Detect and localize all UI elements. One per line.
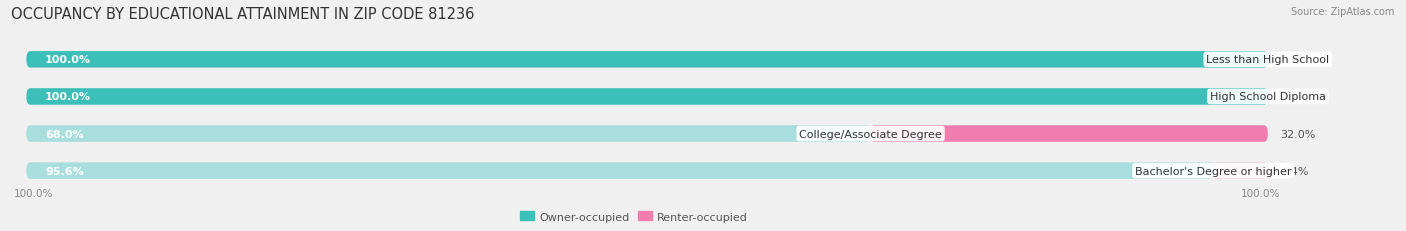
Text: College/Associate Degree: College/Associate Degree	[799, 129, 942, 139]
FancyBboxPatch shape	[27, 89, 1268, 105]
Text: 100.0%: 100.0%	[45, 92, 91, 102]
Text: 4.4%: 4.4%	[1281, 166, 1309, 176]
FancyBboxPatch shape	[870, 126, 1268, 142]
Text: 95.6%: 95.6%	[45, 166, 84, 176]
Text: 100.0%: 100.0%	[1241, 188, 1281, 198]
Text: High School Diploma: High School Diploma	[1209, 92, 1326, 102]
Text: 100.0%: 100.0%	[45, 55, 91, 65]
Legend: Owner-occupied, Renter-occupied: Owner-occupied, Renter-occupied	[516, 207, 752, 226]
FancyBboxPatch shape	[27, 89, 1268, 105]
Text: Bachelor's Degree or higher: Bachelor's Degree or higher	[1135, 166, 1292, 176]
Text: OCCUPANCY BY EDUCATIONAL ATTAINMENT IN ZIP CODE 81236: OCCUPANCY BY EDUCATIONAL ATTAINMENT IN Z…	[11, 7, 475, 22]
FancyBboxPatch shape	[27, 52, 1268, 68]
FancyBboxPatch shape	[27, 52, 1268, 68]
Text: 0.0%: 0.0%	[1281, 92, 1309, 102]
FancyBboxPatch shape	[27, 163, 1268, 179]
Text: 0.0%: 0.0%	[1281, 55, 1309, 65]
FancyBboxPatch shape	[27, 126, 870, 142]
FancyBboxPatch shape	[27, 126, 1268, 142]
FancyBboxPatch shape	[27, 163, 1213, 179]
Text: 32.0%: 32.0%	[1281, 129, 1316, 139]
Text: 100.0%: 100.0%	[14, 188, 53, 198]
FancyBboxPatch shape	[1213, 163, 1268, 179]
Text: 68.0%: 68.0%	[45, 129, 84, 139]
Text: Less than High School: Less than High School	[1206, 55, 1329, 65]
Text: Source: ZipAtlas.com: Source: ZipAtlas.com	[1291, 7, 1395, 17]
